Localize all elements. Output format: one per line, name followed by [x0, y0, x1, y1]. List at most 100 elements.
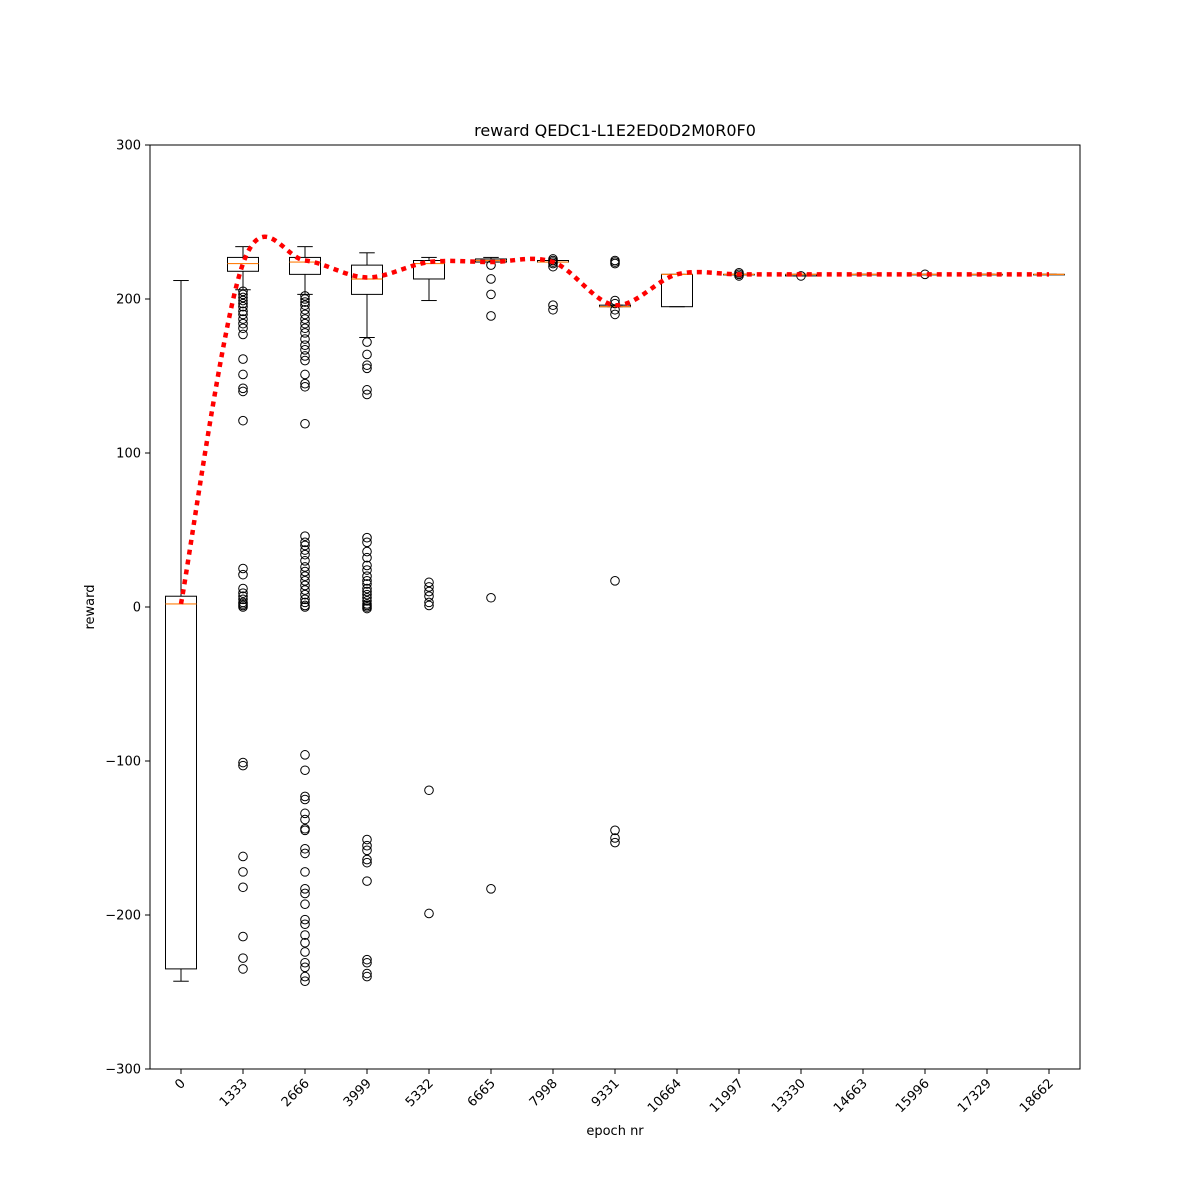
outlier-point [238, 953, 248, 963]
outlier-point [362, 349, 372, 360]
trend-line [178, 234, 1049, 605]
outlier-point [424, 908, 434, 919]
x-tick-label: 13330 [769, 1076, 809, 1116]
outlier-point [610, 825, 620, 836]
outlier-point [300, 585, 310, 595]
outlier-point [300, 843, 310, 854]
outlier-point [300, 314, 310, 324]
outlier-point [300, 848, 310, 859]
outlier-point [238, 588, 248, 598]
y-tick-label: −200 [105, 909, 141, 924]
box-6665 [475, 256, 507, 894]
trend-series [178, 234, 1049, 605]
outlier-point [238, 602, 248, 612]
outlier-point [362, 552, 372, 563]
y-tick-label: 300 [116, 139, 141, 154]
x-tick-label: 11997 [707, 1076, 747, 1116]
outlier-point [300, 937, 310, 948]
y-tick-label: −100 [105, 755, 141, 770]
x-tick-label: 10664 [645, 1076, 685, 1116]
outlier-point [238, 569, 248, 580]
outlier-point [238, 415, 248, 426]
outlier-point [424, 600, 434, 611]
outlier-point [300, 340, 310, 351]
outlier-point [300, 294, 310, 304]
outlier-point [362, 532, 372, 543]
outlier-point [362, 583, 372, 594]
y-axis: −300 −200 −100 0 100 200 300 [105, 139, 150, 1078]
outlier-point [300, 369, 310, 380]
outlier-point [610, 576, 620, 586]
box-0 [165, 280, 197, 982]
outlier-point [424, 582, 434, 592]
outlier-point [300, 309, 310, 320]
outlier-point [610, 833, 620, 843]
outlier-point [300, 589, 310, 600]
outlier-point [548, 258, 558, 269]
outlier-point [362, 385, 372, 395]
x-tick-label: 6665 [465, 1076, 499, 1110]
outlier-point [300, 971, 310, 982]
outlier-point [300, 291, 310, 301]
outlier-point [300, 531, 310, 541]
outlier-point [300, 328, 310, 338]
outlier-point [362, 389, 372, 400]
outlier-point [238, 964, 248, 974]
outlier-point [238, 594, 248, 605]
x-tick-label: 0 [172, 1076, 188, 1092]
box-iqr [413, 260, 445, 280]
outlier-point [300, 562, 310, 572]
outlier-point [300, 808, 310, 819]
outlier-point [238, 292, 248, 303]
outlier-point [300, 594, 310, 605]
outlier-point [362, 603, 372, 614]
outlier-point [300, 888, 310, 899]
plot-frame [149, 144, 1081, 1070]
outlier-point [300, 297, 310, 307]
x-axis-label: epoch nr [586, 1124, 644, 1139]
outlier-point [300, 537, 310, 548]
box-iqr [165, 595, 197, 970]
outlier-point [300, 345, 310, 355]
outlier-point [362, 571, 372, 582]
outlier-point [362, 560, 372, 571]
outlier-point [238, 318, 248, 329]
outlier-point [362, 596, 372, 606]
box-iqr [351, 264, 383, 295]
outlier-point [238, 591, 248, 602]
outlier-point [238, 314, 248, 324]
outlier-point [300, 794, 310, 805]
outlier-point [300, 545, 310, 555]
outlier-point [238, 329, 248, 340]
outlier-point [300, 355, 310, 366]
y-axis-label: reward [83, 584, 98, 629]
outlier-point [238, 882, 248, 893]
box-2666 [289, 246, 321, 987]
x-tick-label: 14663 [831, 1076, 871, 1116]
outlier-point [424, 597, 434, 608]
outlier-point [300, 597, 310, 608]
outlier-point [238, 289, 248, 300]
outlier-point [362, 876, 372, 886]
box-3999 [351, 252, 383, 982]
outlier-point [362, 834, 372, 845]
outlier-point [238, 386, 248, 397]
x-tick-label: 7998 [527, 1076, 561, 1110]
outlier-point [300, 884, 310, 894]
chart-title: reward QEDC1-L1E2ED0D2M0R0F0 [474, 121, 756, 140]
x-tick-label: 2666 [279, 1076, 313, 1110]
box-iqr [289, 256, 321, 275]
outlier-point [238, 323, 248, 334]
outlier-point [486, 884, 496, 894]
y-tick-label: −300 [105, 1063, 141, 1078]
outlier-point [300, 576, 310, 586]
outlier-point [238, 286, 248, 297]
outlier-point [300, 919, 310, 930]
box-10664 [661, 273, 693, 308]
outlier-point [238, 369, 248, 380]
outlier-point [362, 546, 372, 557]
outlier-point [238, 757, 248, 768]
x-tick-label: 9331 [589, 1076, 623, 1110]
outlier-point [610, 295, 620, 306]
